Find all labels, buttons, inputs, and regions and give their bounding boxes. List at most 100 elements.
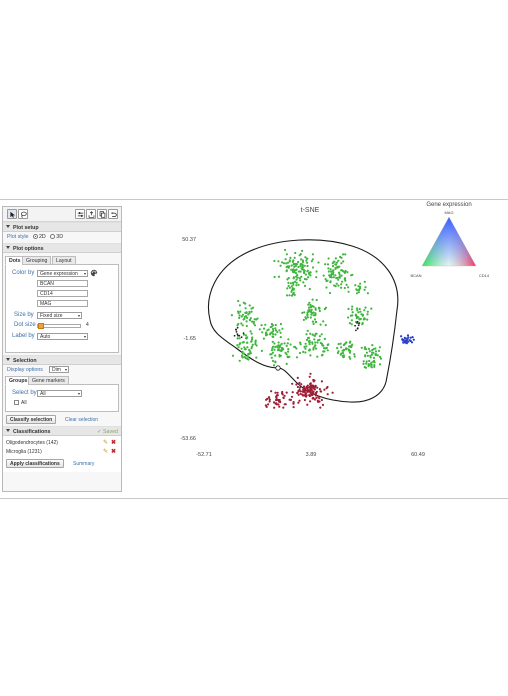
data-point	[309, 310, 312, 314]
gene-input-1[interactable]: BCAN	[37, 280, 88, 287]
tab-grouping[interactable]: Grouping	[22, 256, 52, 265]
data-point	[341, 349, 344, 352]
data-point	[366, 292, 369, 295]
dot-size-slider-handle[interactable]	[38, 323, 44, 329]
data-point	[271, 347, 274, 350]
plot-setup-header[interactable]: Plot setup	[3, 222, 121, 232]
radio-3d[interactable]	[50, 234, 56, 239]
data-point	[371, 344, 374, 347]
data-point	[296, 276, 299, 279]
lasso-handle[interactable]	[275, 365, 281, 371]
export-button[interactable]	[86, 209, 96, 219]
data-point	[310, 313, 313, 316]
apply-classifications-button[interactable]: Apply classifications	[6, 459, 64, 468]
data-point	[241, 355, 244, 358]
data-point	[364, 306, 367, 309]
data-point	[250, 338, 254, 341]
classifications-header[interactable]: Classifications ✓ Saved	[3, 426, 121, 436]
tsne-chart[interactable]: t-SNE 50.37 -1.65 -53.66 -52.71 3.89 60.…	[124, 200, 508, 500]
dot-size-value: 4	[86, 322, 89, 328]
data-point	[240, 315, 243, 318]
data-point	[331, 270, 334, 273]
data-point	[360, 313, 363, 316]
palette-icon[interactable]	[90, 269, 98, 279]
chevron-down-icon	[6, 358, 10, 361]
data-point	[334, 274, 337, 277]
display-options-select[interactable]: Dim	[49, 366, 69, 373]
data-point	[364, 366, 368, 369]
lasso-outline[interactable]	[208, 239, 399, 403]
data-point	[307, 306, 311, 309]
classification-item-0[interactable]: Oligodendrocytes (142)	[6, 440, 58, 446]
selection-header[interactable]: Selection	[3, 355, 121, 365]
selection-tabs: Groups Gene markers	[5, 375, 119, 385]
data-point	[262, 327, 266, 330]
data-point	[245, 324, 248, 328]
data-point	[313, 345, 316, 348]
data-point	[299, 279, 302, 282]
data-point	[275, 396, 278, 399]
data-point	[341, 354, 344, 358]
tab-layout[interactable]: Layout	[52, 256, 76, 265]
size-by-select[interactable]: Fixed size	[37, 312, 82, 319]
data-point	[254, 339, 257, 342]
tsne-plot-area[interactable]: t-SNE 50.37 -1.65 -53.66 -52.71 3.89 60.…	[124, 200, 508, 500]
data-point	[374, 353, 377, 357]
data-point	[237, 346, 240, 349]
data-point	[314, 312, 317, 315]
label-by-select[interactable]: Auto	[37, 333, 88, 340]
classification-item-1[interactable]: Microglia (1231)	[6, 449, 42, 455]
data-point	[402, 341, 405, 344]
dot-size-slider-track[interactable]	[37, 323, 81, 329]
data-point	[327, 270, 330, 273]
data-point	[287, 348, 290, 351]
pointer-tool-button[interactable]	[7, 209, 17, 219]
data-point	[270, 356, 273, 359]
classify-selection-button[interactable]: Classify selection	[6, 415, 57, 424]
data-point	[293, 256, 296, 259]
color-by-select[interactable]: Gene expression	[37, 270, 88, 277]
data-point	[320, 380, 323, 383]
data-point	[278, 400, 281, 403]
undo-button[interactable]	[108, 209, 118, 219]
delete-icon[interactable]: ✖	[111, 449, 117, 455]
chevron-down-icon	[84, 336, 86, 338]
gene-input-2[interactable]: CD14	[37, 290, 88, 297]
copy-button[interactable]	[97, 209, 107, 219]
all-checkbox[interactable]	[14, 400, 19, 405]
data-point	[275, 402, 278, 405]
radio-2d[interactable]	[32, 234, 38, 239]
lasso-tool-button[interactable]	[18, 209, 28, 219]
clear-selection-link[interactable]: Clear selection	[65, 417, 99, 423]
data-point	[340, 262, 343, 265]
data-point	[311, 341, 314, 344]
data-point	[307, 336, 310, 339]
data-point	[321, 403, 325, 406]
data-point	[367, 347, 370, 350]
data-point	[301, 259, 304, 262]
data-point	[314, 320, 317, 324]
data-point	[303, 271, 306, 275]
plot-settings-button[interactable]	[75, 209, 85, 219]
gene-input-3[interactable]: MAG	[37, 300, 88, 307]
data-point	[235, 331, 238, 333]
data-point	[314, 307, 317, 310]
data-point	[318, 307, 321, 310]
plot-options-header[interactable]: Plot options	[3, 243, 121, 253]
data-point	[338, 275, 341, 278]
summary-link[interactable]: Summary	[73, 461, 95, 467]
delete-icon[interactable]: ✖	[111, 440, 117, 446]
pencil-icon[interactable]: ✎	[103, 440, 109, 446]
select-by-select[interactable]: All	[37, 390, 82, 397]
data-point	[287, 266, 290, 269]
pencil-icon[interactable]: ✎	[103, 449, 109, 455]
all-checkbox-row[interactable]: All	[14, 400, 27, 406]
data-point	[331, 264, 335, 268]
data-point	[301, 311, 304, 314]
tab-gene-markers[interactable]: Gene markers	[28, 376, 69, 385]
data-point	[290, 264, 293, 267]
data-point	[357, 311, 360, 314]
data-point	[237, 334, 239, 337]
data-point	[324, 278, 327, 281]
data-point	[295, 383, 298, 386]
